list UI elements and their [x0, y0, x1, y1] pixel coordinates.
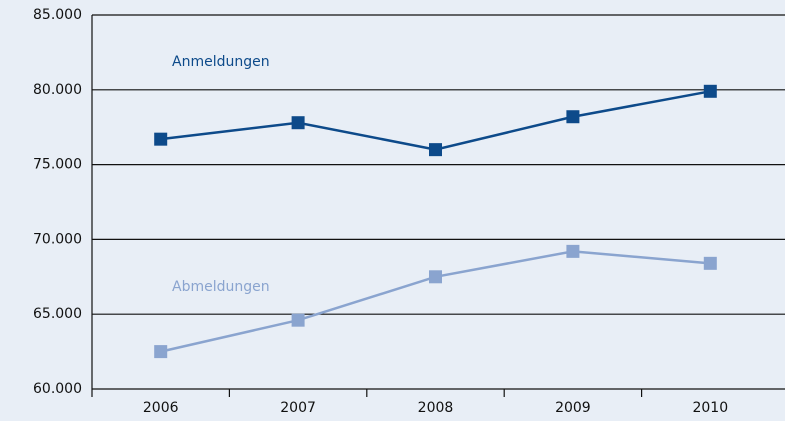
series-line — [160, 90, 711, 151]
y-tick-label: 75.000 — [33, 157, 82, 173]
series-marker — [566, 244, 580, 258]
series-marker — [291, 313, 305, 327]
series-line — [160, 250, 711, 353]
series-marker — [566, 110, 580, 124]
series-marker — [154, 345, 168, 359]
x-tick-label: 2006 — [143, 400, 179, 416]
y-tick-label: 65.000 — [33, 306, 82, 322]
y-tick-label: 60.000 — [33, 381, 82, 397]
y-tick-label: 70.000 — [33, 231, 82, 247]
series-label: Anmeldungen — [172, 54, 270, 70]
series-marker — [429, 270, 442, 284]
series-marker — [703, 256, 717, 270]
y-tick-label: 80.000 — [33, 82, 82, 98]
x-tick-label: 2007 — [280, 400, 316, 416]
series-marker — [291, 116, 305, 130]
series-marker — [429, 143, 442, 157]
x-tick-label: 2010 — [692, 400, 728, 416]
series-label: Abmeldungen — [172, 279, 270, 295]
x-tick-label: 2009 — [555, 400, 591, 416]
y-tick-label: 85.000 — [33, 7, 82, 23]
x-tick-label: 2008 — [418, 400, 454, 416]
series-marker — [154, 132, 168, 146]
series-marker — [703, 84, 717, 98]
